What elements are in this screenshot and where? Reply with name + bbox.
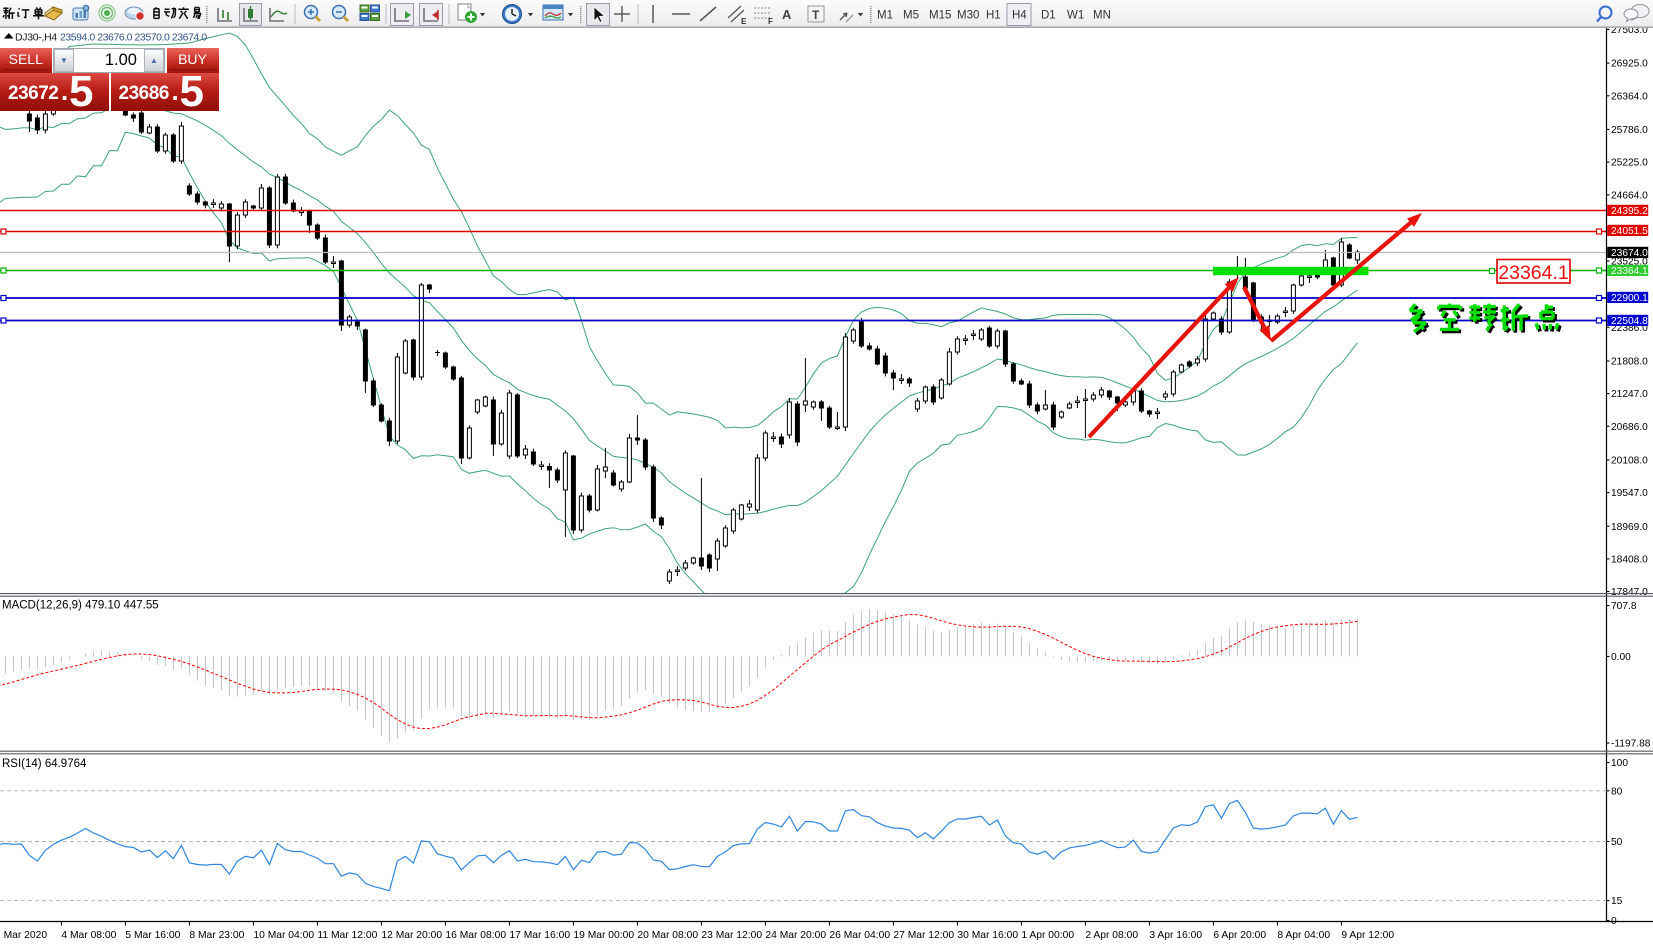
svg-text:E: E [741, 17, 747, 26]
svg-text:23 Mar 12:00: 23 Mar 12:00 [701, 930, 762, 941]
svg-text:707.8: 707.8 [1611, 601, 1637, 612]
svg-text:M30: M30 [957, 10, 979, 22]
svg-text:80: 80 [1611, 786, 1623, 797]
svg-text:2 Mar 2020: 2 Mar 2020 [0, 930, 47, 941]
svg-text:12 Mar 20:00: 12 Mar 20:00 [381, 930, 442, 941]
svg-text:25786.0: 25786.0 [1611, 125, 1648, 136]
svg-text:26 Mar 04:00: 26 Mar 04:00 [829, 930, 890, 941]
svg-text:26925.0: 26925.0 [1611, 59, 1648, 70]
svg-text:M1: M1 [877, 10, 893, 22]
svg-text:19 Mar 00:00: 19 Mar 00:00 [573, 930, 634, 941]
svg-text:17 Mar 16:00: 17 Mar 16:00 [509, 930, 570, 941]
svg-text:A: A [782, 7, 792, 22]
svg-text:100: 100 [1611, 758, 1628, 769]
svg-text:19547.0: 19547.0 [1611, 488, 1648, 499]
svg-text:4 Mar 08:00: 4 Mar 08:00 [61, 930, 116, 941]
svg-text:17847.0: 17847.0 [1611, 587, 1648, 598]
svg-text:24664.0: 24664.0 [1611, 190, 1648, 201]
svg-text:21247.0: 21247.0 [1611, 389, 1648, 400]
svg-text:6 Apr 20:00: 6 Apr 20:00 [1213, 930, 1266, 941]
svg-text:23594.0 23676.0 23570.0 23674.: 23594.0 23676.0 23570.0 23674.0 [60, 31, 207, 43]
svg-text:3 Apr 16:00: 3 Apr 16:00 [1149, 930, 1202, 941]
svg-text:T: T [812, 8, 820, 22]
svg-text:16 Mar 08:00: 16 Mar 08:00 [445, 930, 506, 941]
svg-text:21808.0: 21808.0 [1611, 357, 1648, 368]
svg-text:24395.2: 24395.2 [1611, 206, 1648, 217]
svg-text:W1: W1 [1067, 10, 1084, 22]
svg-text:F: F [768, 17, 773, 26]
svg-text:20108.0: 20108.0 [1611, 456, 1648, 467]
svg-text:RSI(14) 64.9764: RSI(14) 64.9764 [2, 758, 87, 770]
svg-text:1 Apr 00:00: 1 Apr 00:00 [1021, 930, 1074, 941]
svg-text:D1: D1 [1041, 10, 1056, 22]
svg-text:15: 15 [1611, 896, 1623, 907]
svg-text:-1197.88: -1197.88 [1611, 739, 1651, 750]
svg-text:DJ30-,H4: DJ30-,H4 [15, 31, 57, 43]
svg-text:20686.0: 20686.0 [1611, 422, 1648, 433]
svg-text:8 Apr 04:00: 8 Apr 04:00 [1277, 930, 1330, 941]
svg-text:22504.8: 22504.8 [1611, 316, 1648, 327]
svg-text:0.00: 0.00 [1611, 652, 1631, 663]
svg-text:22386.0: 22386.0 [1611, 323, 1648, 334]
svg-text:27 Mar 12:00: 27 Mar 12:00 [893, 930, 954, 941]
svg-text:MACD(12,26,9) 479.10 447.55: MACD(12,26,9) 479.10 447.55 [2, 600, 159, 612]
svg-text:23364.1: 23364.1 [1498, 262, 1569, 284]
svg-text:H4: H4 [1012, 10, 1027, 22]
svg-text:M15: M15 [929, 10, 951, 22]
svg-text:24 Mar 20:00: 24 Mar 20:00 [765, 930, 826, 941]
svg-text:2 Apr 08:00: 2 Apr 08:00 [1085, 930, 1138, 941]
svg-text:11 Mar 12:00: 11 Mar 12:00 [317, 930, 377, 941]
svg-text:22900.1: 22900.1 [1611, 293, 1648, 304]
svg-text:18969.0: 18969.0 [1611, 522, 1648, 533]
svg-text:30 Mar 16:00: 30 Mar 16:00 [957, 930, 1018, 941]
svg-text:H1: H1 [986, 10, 1001, 22]
svg-text:26364.0: 26364.0 [1611, 91, 1648, 102]
svg-text:5 Mar 16:00: 5 Mar 16:00 [125, 930, 180, 941]
svg-text:10 Mar 04:00: 10 Mar 04:00 [253, 930, 314, 941]
svg-text:25225.0: 25225.0 [1611, 158, 1648, 169]
svg-text:23525.0: 23525.0 [1611, 257, 1648, 268]
svg-text:18408.0: 18408.0 [1611, 555, 1648, 566]
svg-text:27503.0: 27503.0 [1611, 25, 1648, 36]
svg-text:9 Apr 12:00: 9 Apr 12:00 [1341, 930, 1394, 941]
svg-text:23364.1: 23364.1 [1611, 266, 1648, 277]
svg-text:M5: M5 [903, 10, 919, 22]
svg-text:50: 50 [1611, 837, 1623, 848]
svg-text:24051.5: 24051.5 [1611, 226, 1648, 237]
svg-text:20 Mar 08:00: 20 Mar 08:00 [637, 930, 698, 941]
svg-text:8 Mar 23:00: 8 Mar 23:00 [189, 930, 244, 941]
svg-text:23674.0: 23674.0 [1611, 248, 1648, 259]
svg-text:MN: MN [1093, 10, 1111, 22]
